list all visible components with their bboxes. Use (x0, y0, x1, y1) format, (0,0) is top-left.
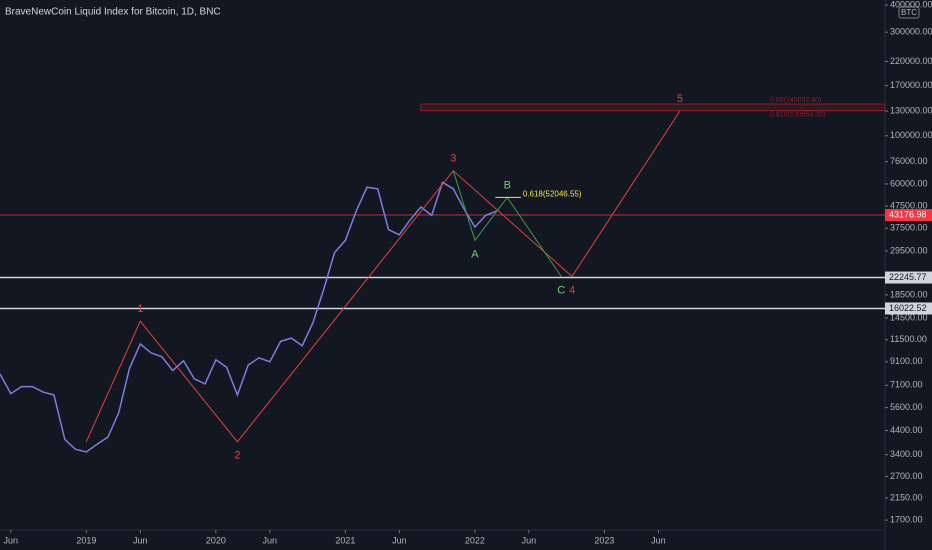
y-tick-label: 18500.00 (890, 289, 928, 299)
correction-label: C (557, 284, 565, 296)
y-tick-label: 4400.00 (890, 425, 923, 435)
wave-label: 2 (234, 450, 240, 462)
y-tick-label: 14500.00 (890, 312, 928, 322)
x-tick-label: 2022 (465, 535, 485, 545)
y-tick-label: 300000.00 (890, 27, 932, 37)
x-tick-label: Jun (522, 535, 537, 545)
price-level-box (885, 208, 932, 221)
y-tick-label: 2700.00 (890, 471, 923, 481)
wave-label: 1 (137, 303, 143, 315)
x-tick-label: Jun (4, 535, 19, 545)
y-tick-label: 9100.00 (890, 356, 923, 366)
wave-label: 5 (677, 93, 683, 105)
y-tick-label: 76000.00 (890, 156, 928, 166)
y-tick-label: 1700.00 (890, 514, 923, 524)
x-tick-label: Jun (263, 535, 278, 545)
x-tick-label: Jun (133, 535, 148, 545)
y-tick-label: 3400.00 (890, 449, 923, 459)
y-tick-label: 5600.00 (890, 402, 923, 412)
x-tick-label: 2020 (206, 535, 226, 545)
x-tick-label: Jun (392, 535, 407, 545)
y-tick-label: 37500.00 (890, 223, 928, 233)
y-tick-label: 400000.00 (890, 0, 932, 9)
y-tick-label: 220000.00 (890, 56, 932, 66)
price-level-label: 16022.52 (889, 303, 927, 313)
x-tick-label: 2019 (76, 535, 96, 545)
y-tick-label: 11500.00 (890, 334, 927, 344)
y-tick-label: 2150.00 (890, 492, 923, 502)
chart-title: BraveNewCoin Liquid Index for Bitcoin, 1… (5, 7, 221, 18)
price-line (0, 181, 497, 453)
y-tick-label: 130000.00 (890, 105, 932, 115)
price-level-label: 22245.77 (889, 272, 927, 282)
y-tick-label: 170000.00 (890, 80, 932, 90)
badge: BTC (901, 8, 917, 17)
x-tick-label: 2023 (594, 535, 614, 545)
correction-label: A (471, 248, 479, 260)
correction-label: B (504, 179, 511, 191)
y-tick-label: 100000.00 (890, 130, 932, 140)
y-tick-label: 7100.00 (890, 380, 923, 390)
fib-label: 0.618(52046.55) (523, 189, 582, 198)
price-level-label: 43176.98 (889, 209, 927, 219)
price-level-box (885, 271, 932, 284)
wave-label: 4 (569, 284, 575, 296)
badge-box (898, 6, 920, 19)
correction-line (452, 170, 562, 277)
price-level-box (885, 302, 932, 315)
fib-zone-label: 0.618(130659.30) (770, 111, 825, 118)
y-tick-label: 47500.00 (890, 200, 928, 210)
wave-line (85, 110, 681, 443)
x-tick-label: Jun (651, 535, 666, 545)
fib-zone (420, 103, 886, 112)
wave-label: 3 (450, 153, 456, 165)
y-tick-label: 29500.00 (890, 245, 928, 255)
x-tick-label: 2021 (335, 535, 355, 545)
y-tick-label: 60000.00 (890, 178, 928, 188)
fib-zone-label: 0.65(140052.40) (770, 97, 821, 104)
